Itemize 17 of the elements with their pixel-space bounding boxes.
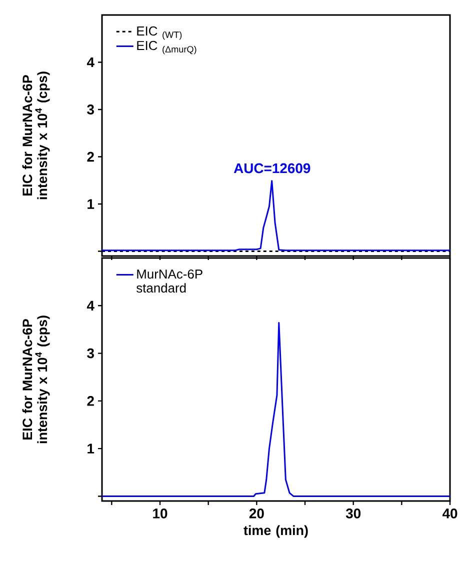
y-tick-label: 1 <box>88 199 94 209</box>
x-tick-label: 30 <box>346 508 360 518</box>
x-axis-title: time (min) <box>244 525 308 538</box>
y-tick-label: 4 <box>86 57 94 68</box>
legend-label: EIC $_{(WT)}$ <box>137 26 182 40</box>
y-tick-label: 2 <box>87 152 94 162</box>
y-tick-label: 2 <box>87 396 94 406</box>
legend-label: EIC $_{(ΔmurQ)}$ <box>137 40 196 54</box>
x-tick-label: 10 <box>153 508 168 518</box>
legend-label: MurNAc-6P standard <box>136 269 202 293</box>
y-tick-label: 3 <box>87 104 94 114</box>
x-tick-label: 40 <box>442 508 458 518</box>
y-tick-label: 1 <box>88 444 94 454</box>
annotation: AUC=12609 <box>234 163 310 174</box>
x-tick-label: 20 <box>249 508 264 518</box>
y-tick-label: 3 <box>87 348 94 358</box>
y-tick-label: 4 <box>86 300 94 310</box>
